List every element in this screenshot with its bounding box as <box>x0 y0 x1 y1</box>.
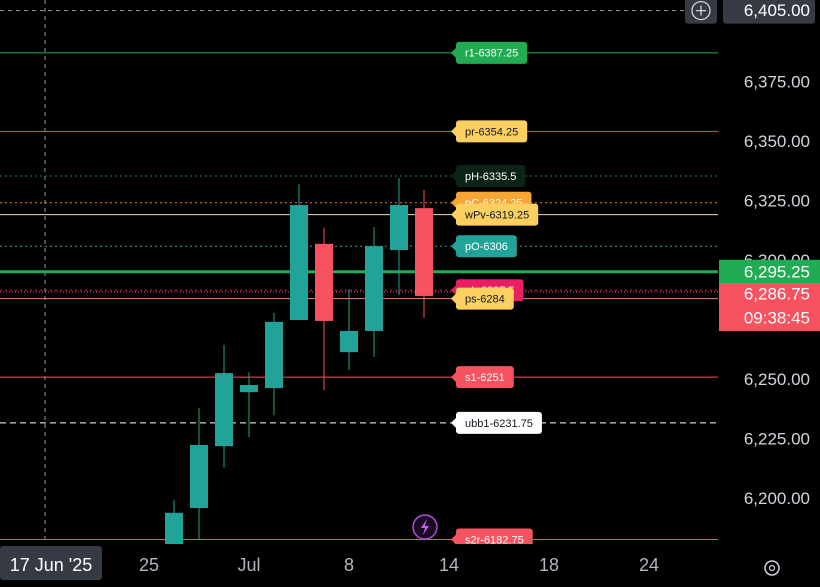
candle-body <box>265 321 283 389</box>
level-tag-label: ubb1-6231.75 <box>465 418 533 430</box>
y-tick-label: 6,250.00 <box>744 370 810 389</box>
candle-body <box>415 208 433 296</box>
level-tag-box <box>456 41 528 64</box>
level-tag-pointer <box>451 534 456 545</box>
time-axis-bg <box>0 544 718 587</box>
x-tick-label: 25 <box>139 555 159 575</box>
level-tag-label: wPv-6319.25 <box>464 210 529 222</box>
settings-icon-center <box>768 564 776 572</box>
candle-body <box>240 384 258 393</box>
level-tag-label: r1-6387.25 <box>465 48 518 60</box>
y-tick-label: 6,225.00 <box>744 429 810 448</box>
candle-body <box>340 330 358 353</box>
level-tag-label: pr-6354.25 <box>465 126 518 138</box>
candle-body <box>215 373 233 447</box>
level-tag-box <box>456 411 542 434</box>
level-tag-pointer <box>451 171 456 182</box>
x-tick-label: 18 <box>539 555 559 575</box>
candle-body <box>315 243 333 321</box>
candle-body <box>365 246 383 331</box>
candle-body <box>165 512 183 551</box>
candle-body <box>190 444 208 509</box>
y-tick-label: 6,325.00 <box>744 191 810 210</box>
level-tag: pO-6306 <box>451 235 517 258</box>
last-price-box <box>719 283 820 332</box>
level-tag-box <box>456 120 528 143</box>
level-tag-pointer <box>451 293 456 304</box>
level-tag-box <box>456 203 539 226</box>
y-tick-label: 6,200.00 <box>744 489 810 508</box>
last-price-label: 6,286.75 <box>744 285 810 304</box>
level-tag-box <box>456 165 526 188</box>
x-tick-label: 24 <box>639 555 659 575</box>
level-tag-box <box>456 287 514 310</box>
level-tag-box <box>456 366 514 389</box>
level-tag: wPv-6319.25 <box>451 203 539 226</box>
level-tag-label: s1-6251 <box>465 372 505 384</box>
level-tag-pointer <box>451 372 456 383</box>
x-tick-label: 8 <box>344 555 354 575</box>
level-tag-label: ps-6284 <box>465 293 505 305</box>
level-tag: ubb1-6231.75 <box>451 411 542 434</box>
level-tag: s1-6251 <box>451 366 514 389</box>
candle-body <box>290 205 308 320</box>
level-tag-label: s2r-6182.75 <box>465 534 524 546</box>
level-tag-pointer <box>451 197 456 208</box>
level-tag-label: pH-6335.5 <box>465 171 516 183</box>
y-tick-label: 6,350.00 <box>744 132 810 151</box>
level-tag-pointer <box>451 126 456 137</box>
prev-close-box <box>719 259 820 284</box>
crosshair-x-box <box>0 546 102 580</box>
level-tag: pH-6335.5 <box>451 165 526 188</box>
prev-close-label: 6,295.25 <box>744 262 810 281</box>
add-button-plus <box>696 5 706 16</box>
level-tag-pointer <box>451 47 456 58</box>
level-tag-pointer <box>451 209 456 220</box>
level-tag-label: pO-6306 <box>465 241 508 253</box>
level-tag-pointer <box>451 285 456 296</box>
level-tag: r1-6387.25 <box>451 41 528 64</box>
level-tag: ps-6284 <box>451 287 514 310</box>
plot-area: r1-6387.25pr-6354.25pH-6335.5pC-6324.25w… <box>0 0 718 570</box>
crosshair-x-label: 17 Jun '25 <box>10 555 93 575</box>
add-button-icon <box>691 0 711 21</box>
level-tag-box <box>456 235 517 258</box>
x-tick-label: 14 <box>439 555 459 575</box>
candle-body <box>390 205 408 251</box>
countdown: 09:38:45 <box>744 309 810 328</box>
level-tag-pointer <box>451 241 456 252</box>
settings-icon[interactable] <box>764 560 780 576</box>
x-tick-label: Jul <box>237 555 260 575</box>
crosshair-y-label: 6,405.00 <box>744 1 810 20</box>
level-tag-pointer <box>451 417 456 428</box>
alert-bolt <box>421 519 429 535</box>
crosshair-y-box <box>723 0 815 24</box>
level-tag: pr-6354.25 <box>451 120 528 143</box>
y-tick-label: 6,375.00 <box>744 72 810 91</box>
